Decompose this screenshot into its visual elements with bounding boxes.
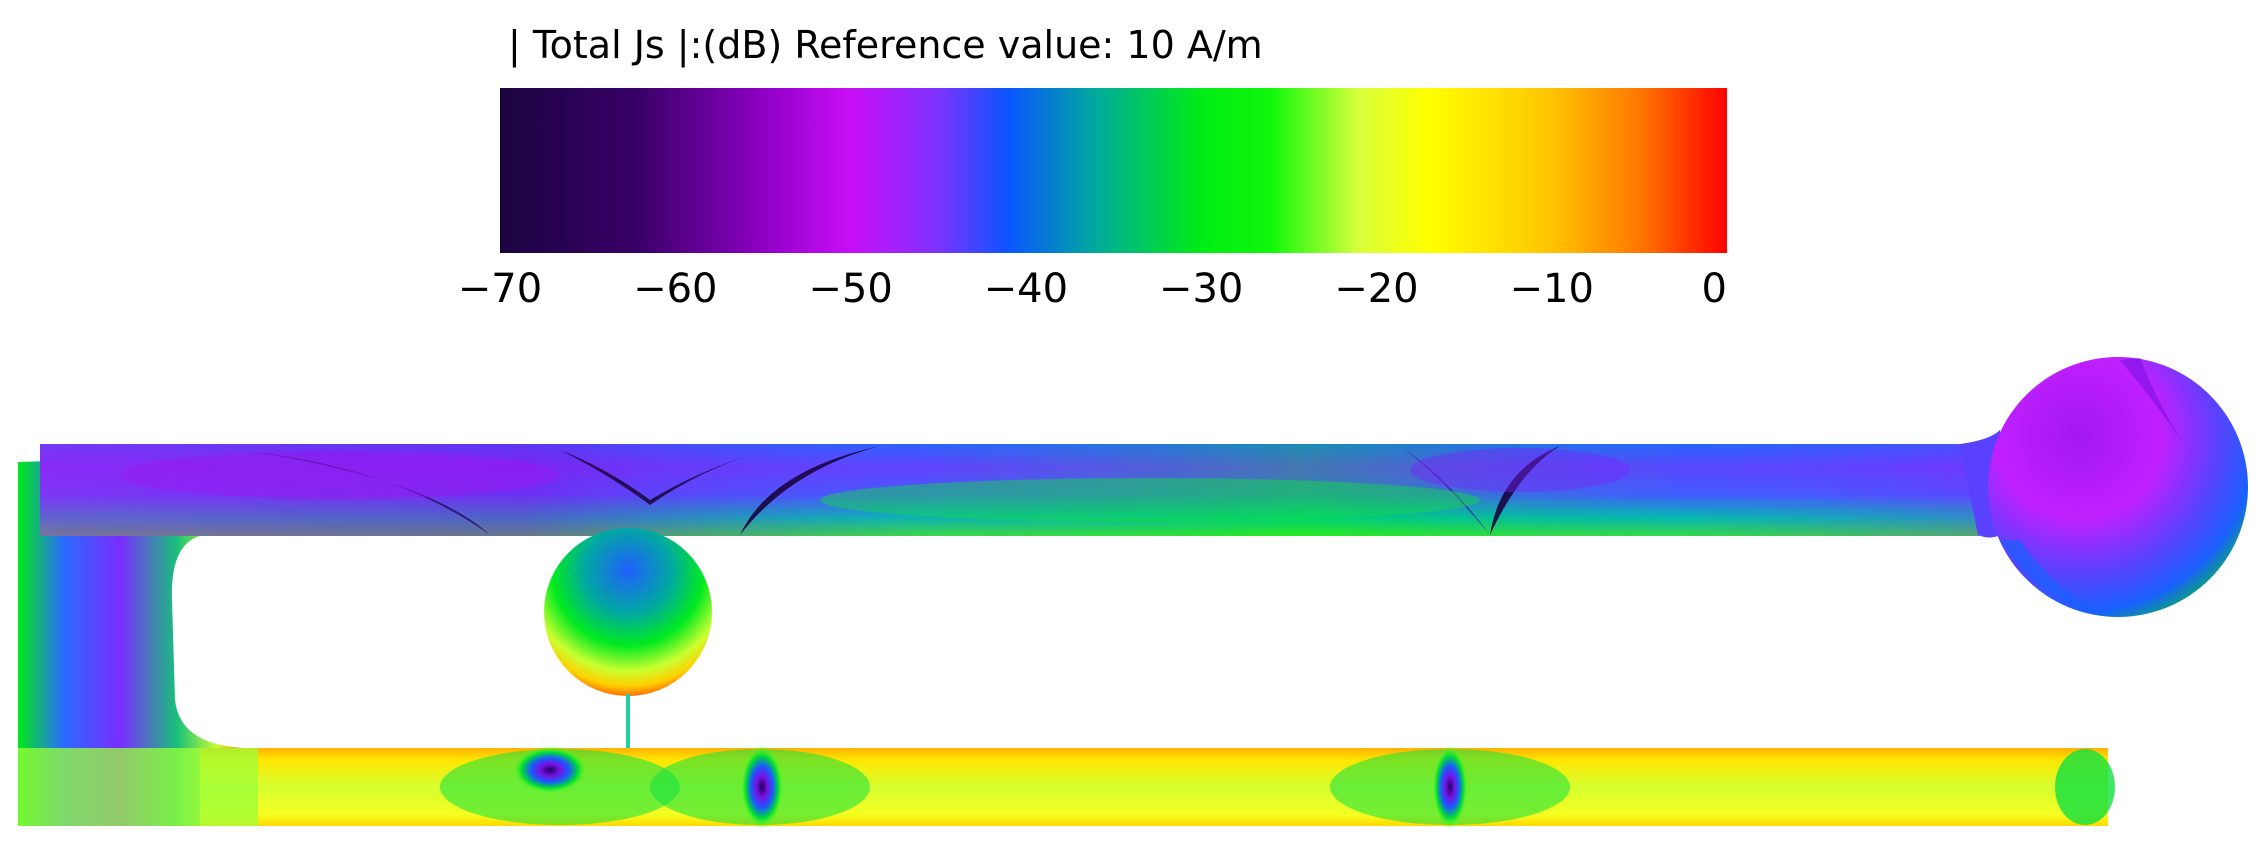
top-purple-band-1 xyxy=(120,451,560,499)
colorbar: | Total Js |:(dB) Reference value: 10 A/… xyxy=(458,23,1727,312)
colorbar-gradient-bar xyxy=(500,88,1727,253)
right-circular-patch xyxy=(1988,357,2248,617)
colorbar-tick-label: −60 xyxy=(633,266,717,312)
colorbar-tick-label: −70 xyxy=(458,266,542,312)
colorbar-tick-label: −10 xyxy=(1510,266,1594,312)
colorbar-tick-label: −40 xyxy=(984,266,1068,312)
left-circular-element xyxy=(544,528,712,696)
top-green-band xyxy=(820,478,1480,522)
bottom-strip-left-fill xyxy=(18,748,258,826)
colorbar-tick-label: −20 xyxy=(1334,266,1418,312)
bottom-null-2 xyxy=(740,745,784,829)
colorbar-tick-label: −50 xyxy=(808,266,892,312)
right-patch-dark-wedge xyxy=(2120,358,2200,470)
colorbar-tick-label: −30 xyxy=(1159,266,1243,312)
top-strip-overlay xyxy=(40,444,1980,536)
colorbar-tick-label: 0 xyxy=(1702,266,1727,312)
right-patch-connector xyxy=(1960,430,2000,538)
left-vertical-arm xyxy=(18,455,245,826)
bottom-null-3 xyxy=(1432,745,1468,829)
bottom-green-lobe-4 xyxy=(2055,749,2115,825)
antenna-structure xyxy=(18,357,2248,829)
right-patch-blue-arc xyxy=(2000,540,2118,617)
bottom-null-1 xyxy=(512,746,588,794)
colorbar-ticks: −70 −60 −50 −40 −30 −20 −10 0 xyxy=(458,266,1727,312)
top-purple-band-2 xyxy=(1410,448,1630,492)
colorbar-title: | Total Js |:(dB) Reference value: 10 A/… xyxy=(508,23,1263,68)
